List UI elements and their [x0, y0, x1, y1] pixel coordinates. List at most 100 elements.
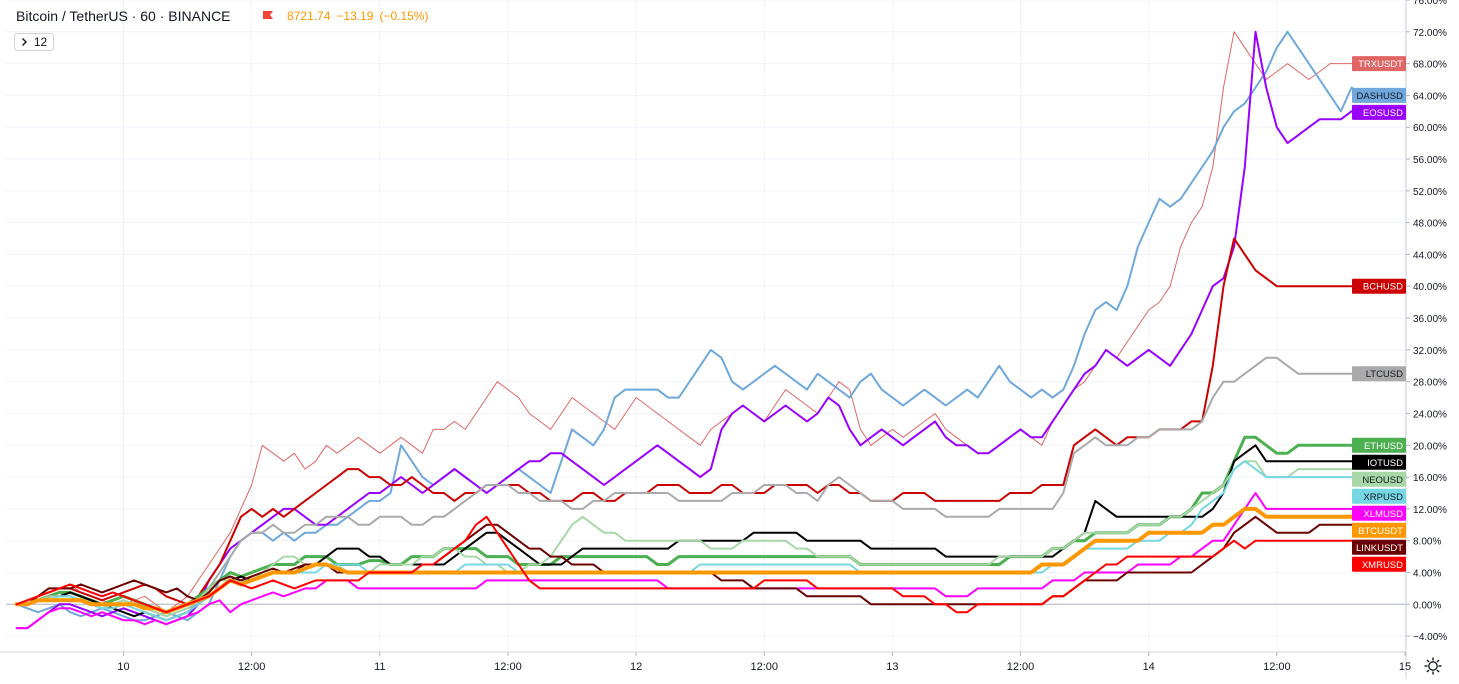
series-label-text: ETHUSD [1364, 441, 1403, 452]
series-line-trxusdt[interactable] [16, 31, 1374, 613]
series-label-text: EOSUSD [1363, 108, 1403, 119]
series-price-label: LTCUSD [1352, 366, 1406, 382]
series-line-eosusd[interactable] [15, 30, 1374, 630]
interval[interactable]: 60 [140, 8, 156, 24]
y-tick-label: 24.00% [1413, 409, 1447, 420]
y-tick-label: 0.00% [1413, 600, 1441, 611]
y-tick-label: 4.00% [1413, 568, 1441, 579]
y-tick-label: 56.00% [1413, 155, 1447, 166]
series-label-text: LTCUSD [1366, 369, 1403, 380]
series-lines [14, 30, 1375, 630]
x-tick-label: 12:00 [1007, 661, 1035, 673]
y-tick-label: 36.00% [1413, 314, 1447, 325]
y-tick-label: 76.00% [1413, 0, 1447, 7]
series-price-label: XLMUSD [1352, 505, 1406, 521]
y-tick-label: 60.00% [1413, 123, 1447, 134]
series-label-box [1352, 454, 1406, 470]
gear-icon[interactable] [1421, 655, 1445, 677]
indicators-toggle-button[interactable]: 12 [14, 33, 54, 51]
series-price-label: BTCUSDT [1352, 522, 1406, 538]
series-label-box [1352, 104, 1406, 120]
series-line-linkusdt[interactable] [15, 515, 1374, 606]
series-price-label: EOSUSD [1352, 104, 1406, 120]
series-label-text: BCHUSD [1363, 282, 1403, 293]
series-label-text: BTCUSDT [1358, 526, 1403, 537]
series-label-box [1352, 366, 1406, 382]
x-tick-label: 15 [1399, 661, 1411, 673]
series-label-box [1352, 437, 1406, 453]
price-change: −13.19 [336, 9, 374, 23]
y-tick-label: 16.00% [1413, 473, 1447, 484]
x-tick-label: 14 [1143, 661, 1155, 673]
x-tick-label: 12:00 [1263, 661, 1291, 673]
series-label-text: XRPUSD [1363, 492, 1403, 503]
series-price-labels: TRXUSDT DASHUSD EOSUSD BCHUSD LTCUSD ETHUSD IO… [1352, 56, 1406, 572]
series-label-text: NEOUSD [1362, 475, 1403, 486]
y-tick-label: 12.00% [1413, 505, 1447, 516]
series-price-label: DASHUSD [1352, 87, 1406, 103]
y-tick-label: 8.00% [1413, 537, 1441, 548]
price-change-percent: (−0.15%) [379, 9, 429, 23]
y-tick-label: 64.00% [1413, 91, 1447, 102]
series-line-btcusdt[interactable] [14, 506, 1375, 615]
flag-icon[interactable] [262, 10, 274, 22]
series-line-bchusd[interactable] [15, 237, 1374, 606]
y-tick-label: 40.00% [1413, 282, 1447, 293]
series-price-label: ETHUSD [1352, 437, 1406, 453]
chart-legend-title[interactable]: Bitcoin / TetherUS · 60 · BINANCE [16, 8, 231, 24]
indicators-count: 12 [33, 35, 48, 49]
x-tick-label: 13 [886, 661, 898, 673]
y-tick-label: 20.00% [1413, 441, 1447, 452]
series-label-text: TRXUSDT [1358, 59, 1403, 70]
series-label-text: LINKUSDT [1356, 543, 1403, 554]
x-tick-label: 12 [630, 661, 642, 673]
x-tick-label: 12:00 [750, 661, 778, 673]
series-label-box [1352, 522, 1406, 538]
series-price-label: LINKUSDT [1352, 539, 1406, 555]
series-line-xmrusd[interactable] [15, 515, 1374, 614]
series-label-box [1352, 87, 1406, 103]
last-price: 8721.74 [287, 9, 331, 23]
x-tick-label: 12:00 [494, 661, 522, 673]
series-line-xlmusd[interactable] [15, 492, 1374, 630]
price-block: 8721.74 −13.19 (−0.15%) [287, 9, 434, 23]
series-price-label: BCHUSD [1352, 278, 1406, 294]
series-line-ltcusd[interactable] [15, 356, 1374, 618]
x-tick-label: 10 [117, 661, 129, 673]
y-tick-label: 68.00% [1413, 60, 1447, 71]
series-label-box [1352, 556, 1406, 572]
series-label-box [1352, 488, 1406, 504]
series-label-text: IOTUSD [1367, 458, 1403, 469]
y-tick-label: 44.00% [1413, 250, 1447, 261]
x-tick-label: 11 [374, 661, 385, 673]
y-tick-label: 28.00% [1413, 378, 1447, 389]
y-tick-label: −4.00% [1413, 632, 1447, 643]
exchange: BINANCE [168, 8, 231, 24]
series-label-box [1352, 56, 1406, 72]
symbol-name[interactable]: Bitcoin / TetherUS [16, 8, 128, 24]
series-label-text: DASHUSD [1357, 91, 1404, 102]
series-price-label: TRXUSDT [1352, 56, 1406, 72]
series-price-label: XRPUSD [1352, 488, 1406, 504]
series-label-box [1352, 539, 1406, 555]
series-label-box [1352, 471, 1406, 487]
grid [6, 0, 1406, 652]
series-label-box [1352, 505, 1406, 521]
series-price-label: XMRUSD [1352, 556, 1406, 572]
series-price-label: IOTUSD [1352, 454, 1406, 470]
y-axis[interactable]: −4.00% 0.00% 4.00% 8.00% 12.00% 16.00% 20.00% 2… [1405, 0, 1447, 679]
series-label-text: XMRUSD [1362, 560, 1403, 571]
series-price-label: NEOUSD [1352, 471, 1406, 487]
chevron-right-icon [21, 38, 27, 46]
series-label-box [1352, 278, 1406, 294]
x-axis[interactable]: 10 12:00 11 12:00 12 12:00 13 12:00 14 12:00 15 [0, 651, 1411, 673]
series-line-neousd[interactable] [15, 460, 1374, 618]
y-tick-label: 72.00% [1413, 28, 1447, 39]
y-tick-label: 52.00% [1413, 187, 1447, 198]
series-label-text: XLMUSD [1363, 509, 1403, 520]
x-tick-label: 12:00 [238, 661, 266, 673]
y-tick-label: 32.00% [1413, 346, 1447, 357]
y-tick-label: 48.00% [1413, 219, 1447, 230]
